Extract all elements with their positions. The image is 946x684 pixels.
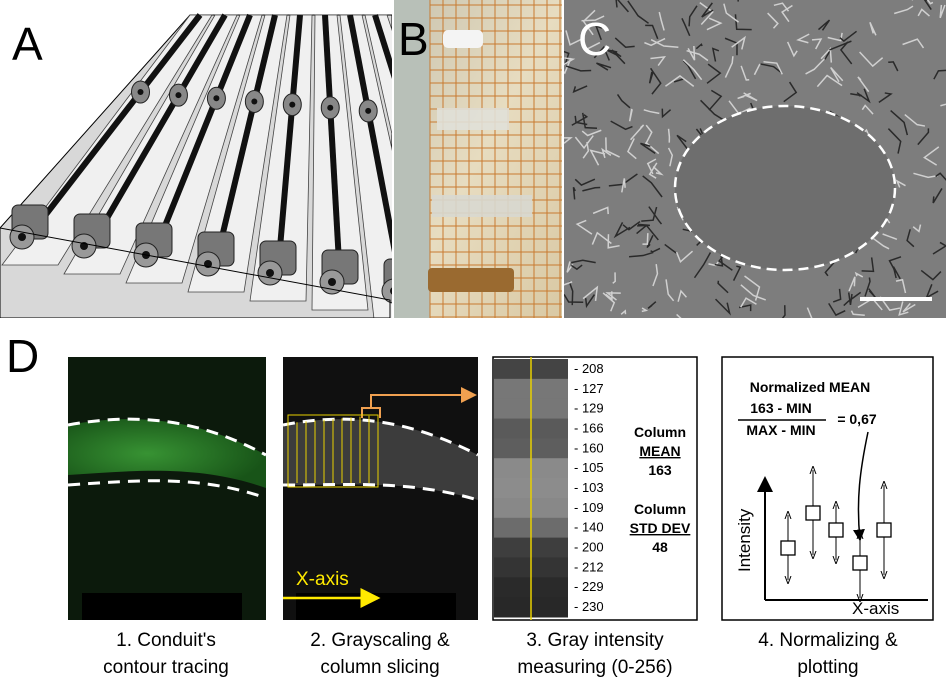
intensity-value: - 105 — [574, 460, 604, 475]
lumen — [138, 89, 144, 95]
caption: 4. Normalizing & — [758, 630, 898, 651]
mean-label: MEAN — [639, 443, 680, 459]
cell-edge — [669, 129, 670, 143]
panel-label: A — [12, 18, 43, 70]
intensity-value: - 200 — [574, 540, 604, 555]
mean-title: Column — [634, 424, 686, 440]
sample — [443, 30, 483, 48]
intensity-value: - 129 — [574, 401, 604, 416]
mean-value: 163 — [648, 462, 672, 478]
panel-label: D — [6, 330, 39, 382]
intensity-value: - 212 — [574, 559, 604, 574]
step-2-image: X-axis — [283, 357, 478, 620]
sd-title: Column — [634, 501, 686, 517]
mask — [82, 593, 242, 620]
intensity-value: - 140 — [574, 520, 604, 535]
lumen — [266, 269, 274, 277]
box — [722, 357, 933, 620]
intensity-value: - 208 — [574, 361, 604, 376]
box — [806, 506, 820, 520]
intensity-value: - 229 — [574, 579, 604, 594]
intensity-value: - 109 — [574, 500, 604, 515]
step-1-image — [68, 357, 266, 620]
result: = 0,67 — [837, 411, 877, 427]
intensity-value: - 103 — [574, 480, 604, 495]
box — [781, 541, 795, 555]
step-4-box: Normalized MEAN 163 - MIN MAX - MIN = 0,… — [722, 357, 933, 620]
caption: measuring (0-256) — [517, 657, 672, 678]
intensity-value: - 160 — [574, 440, 604, 455]
lumen — [213, 95, 219, 101]
lumen — [251, 98, 257, 104]
lumen — [327, 105, 333, 111]
intensity-value: - 230 — [574, 599, 604, 614]
caption: contour tracing — [103, 657, 229, 678]
lumen — [365, 108, 371, 114]
lumen — [289, 102, 295, 108]
sd-value: 48 — [652, 539, 668, 555]
box — [853, 556, 867, 570]
caption: 3. Gray intensity — [526, 630, 664, 651]
denominator: MAX - MIN — [746, 422, 815, 438]
x-axis-label: X-axis — [852, 599, 899, 618]
caption: plotting — [797, 657, 858, 678]
lesion — [675, 106, 895, 270]
sd-label: STD DEV — [630, 520, 691, 536]
sample — [432, 195, 532, 217]
numerator: 163 - MIN — [750, 400, 811, 416]
panel-label: B — [398, 13, 429, 65]
panel-label: C — [578, 13, 611, 65]
sample — [437, 108, 509, 130]
step-3-box: Column MEAN 163 Column STD DEV 48 - 208 -… — [493, 357, 697, 620]
captions: 1. Conduit's contour tracing 2. Grayscalin… — [103, 630, 898, 678]
figure: A B C D X-axis Column MEAN 163 Column ST… — [0, 0, 946, 684]
intensity-value: - 127 — [574, 381, 604, 396]
y-axis-label: Intensity — [735, 508, 754, 572]
lumen — [18, 233, 26, 241]
box — [877, 523, 891, 537]
intensity-value: - 166 — [574, 420, 604, 435]
lumen — [328, 278, 336, 286]
caption: column slicing — [320, 657, 439, 678]
caption: 1. Conduit's — [116, 630, 216, 651]
lumen — [175, 92, 181, 98]
axis-label: X-axis — [296, 569, 349, 590]
sample — [428, 268, 514, 292]
caption: 2. Grayscaling & — [310, 630, 450, 651]
box — [829, 523, 843, 537]
normalize-title: Normalized MEAN — [750, 379, 871, 395]
cell-edge — [637, 224, 650, 225]
